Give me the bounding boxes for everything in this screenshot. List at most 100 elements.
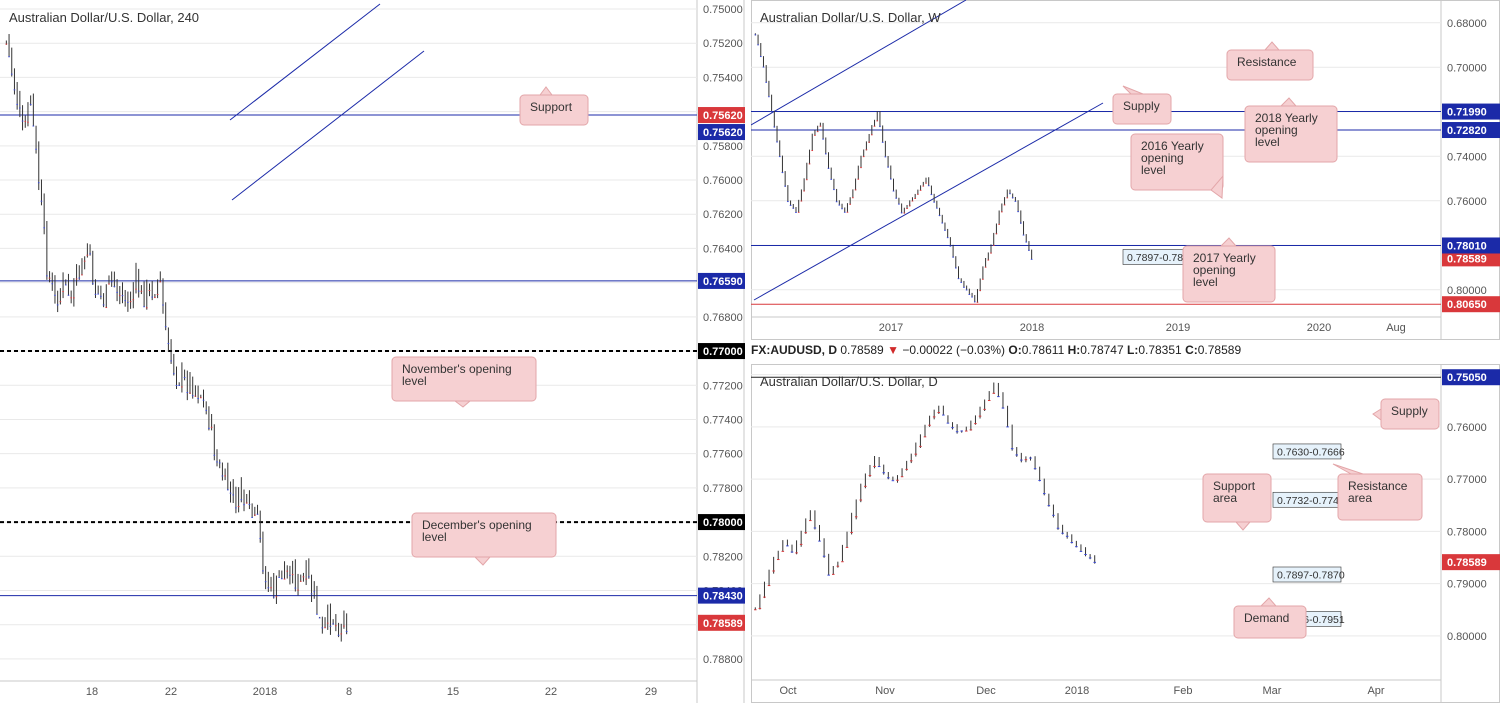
candle-body [1001,407,1005,409]
candle-body [283,578,286,580]
candle-body [900,212,903,214]
price-tag [1442,103,1500,120]
channel-lower-line [753,102,1104,301]
price-tick-label: 0.75400 [703,72,743,84]
candle-body [754,609,757,611]
candle-body [832,573,835,575]
daily-chart-svg[interactable]: 0.80000 0.79000 0.78000 0.77000 0.76000 0.750… [751,364,1500,703]
candle-body [251,516,253,518]
candle-body [927,185,930,187]
candle-body [313,591,316,593]
candle-body [849,203,851,205]
h4-chart-svg[interactable]: 0.788000.786000.784000.782000.780000.778… [0,0,745,703]
candle-body [767,585,771,587]
candle-body [946,422,950,424]
candle-body [1011,197,1014,199]
candle-body [773,126,776,128]
price-tick-label: 0.77400 [703,414,743,426]
candle-body [1047,505,1051,507]
candle-body [784,185,786,187]
candle-body [963,286,965,288]
candle-body [329,625,332,627]
weekly-chart-panel[interactable]: 0.800000.780000.760000.740000.720000.700… [751,0,1500,340]
candle-body [216,461,218,463]
candle-body [308,576,310,578]
candle-body [830,178,832,180]
callout-text: level [402,374,427,388]
candle-body [941,222,944,224]
candle-body [343,625,345,627]
price-tag [1442,237,1500,254]
low-value: 0.78351 [1138,343,1182,357]
candle-body [102,304,105,306]
candle-body [811,150,814,152]
candle-body [21,120,24,122]
candle-body [272,596,275,598]
candle-body [891,480,895,482]
candle-body [854,516,858,518]
price-tag-label: 0.76590 [703,276,743,288]
zone-label-text: 0.7897-0.7870 [1277,570,1345,582]
candle-body [932,416,936,418]
candle-body [923,436,927,438]
time-tick-label: Mar [1263,685,1282,697]
candle-body [243,504,245,506]
candle-body [898,203,900,205]
high-label: H: [1067,343,1081,357]
candle-body [836,565,840,567]
candle-body [62,291,64,293]
candle-body [135,288,137,290]
candle-body [1065,535,1069,537]
time-tick-label: 18 [86,686,98,698]
candle-body [1015,454,1018,456]
callout-pointer [1219,237,1238,247]
candle-body [221,475,224,477]
candle-body [1003,204,1006,206]
zone-label-box [1272,443,1342,460]
channel-upper-line [229,3,381,121]
candle-body [75,278,78,280]
candle-body [1022,234,1025,236]
candle-body [792,207,795,209]
candle-body [1038,479,1041,481]
price-tag-label: 0.71990 [1447,107,1487,119]
callout-text: area [1348,491,1372,505]
callout-text: 2016 Yearly [1141,139,1204,153]
candle-body [105,307,108,309]
time-tick-label: Nov [875,685,895,697]
candle-body [969,429,973,431]
candle-body [795,552,798,554]
candle-body [857,178,860,180]
candle-body [186,392,189,394]
candle-body [256,513,259,515]
candle-body [772,570,775,572]
time-tick-label: 2018 [1020,322,1044,334]
price-tag-label: 0.77000 [703,346,743,358]
candle-body [799,543,803,545]
candle-body [887,477,890,479]
daily-chart-panel[interactable]: 0.80000 0.79000 0.78000 0.77000 0.76000 0.750… [751,364,1500,703]
time-tick-label: 15 [447,686,459,698]
candle-body [19,107,21,109]
candle-body [1014,200,1017,202]
callout-pointer [453,400,472,408]
candle-body [27,121,29,123]
candle-body [942,414,945,416]
candle-body [5,43,8,45]
h4-chart-panel[interactable]: 0.788000.786000.784000.782000.780000.778… [0,0,745,703]
price-tag-label: 0.75050 [1447,372,1487,384]
candle-body [873,125,876,127]
callout-text: opening [1141,151,1184,165]
candle-body [81,274,83,276]
annotation-callout: Demand [1233,597,1307,639]
weekly-chart-svg[interactable]: 0.800000.780000.760000.740000.720000.700… [751,0,1500,340]
callout-pointer [1279,97,1298,107]
callout-box [1337,473,1423,521]
candle-body [778,156,781,158]
candle-body [299,580,302,582]
candle-body [32,125,35,127]
candle-body [877,466,881,468]
channel-lower-line [231,50,425,201]
